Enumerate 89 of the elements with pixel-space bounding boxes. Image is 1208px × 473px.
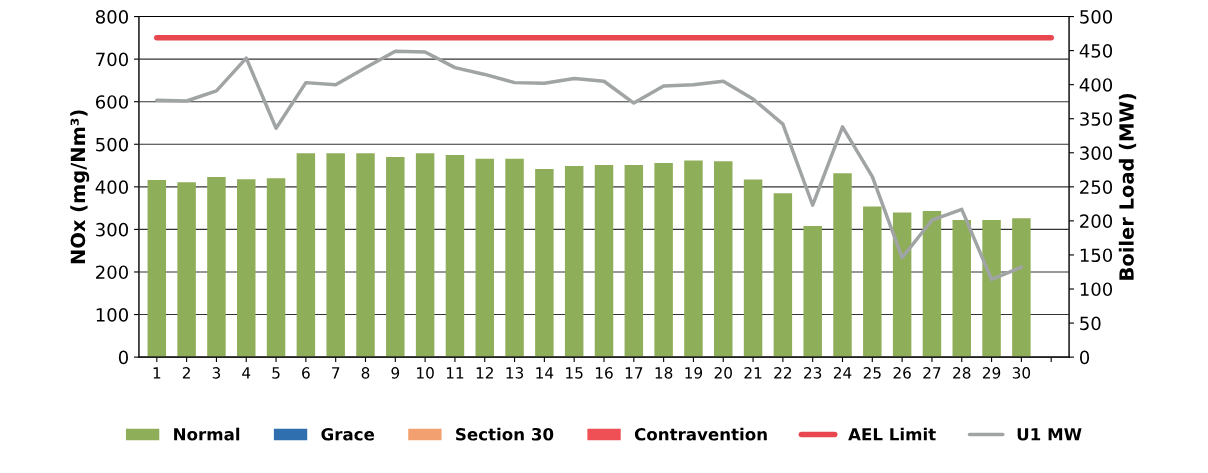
bar — [505, 158, 524, 358]
x-tick-label: 20 — [714, 367, 732, 379]
bar — [773, 193, 793, 358]
x-tick-label: 17 — [625, 367, 643, 379]
bar — [535, 168, 554, 358]
x-tick-label: 22 — [774, 367, 792, 379]
x-tick-label: 13 — [506, 367, 524, 379]
x-tick-label: 7 — [332, 367, 340, 379]
bar — [386, 157, 405, 358]
y-axis-title: NOx (mg/Nm³) — [70, 110, 90, 264]
legend-label: Contravention — [634, 427, 767, 441]
bar — [356, 153, 375, 358]
x-tick-label: 8 — [361, 367, 370, 379]
bar — [833, 173, 852, 358]
legend-label: AEL Limit — [848, 427, 936, 441]
x-tick-label: 28 — [953, 367, 971, 379]
x-tick-label: 29 — [982, 367, 1001, 379]
x-tick-label: 14 — [536, 367, 554, 379]
y-tick-label: 700 — [96, 52, 128, 67]
x-tick-label: 24 — [833, 367, 852, 379]
bar — [1012, 218, 1031, 358]
y2-tick-label: 0 — [1079, 350, 1090, 365]
bar — [863, 206, 882, 358]
y-tick-label: 400 — [95, 180, 128, 194]
x-tick-label: 10 — [417, 367, 434, 379]
legend-label: Grace — [321, 427, 375, 441]
bar — [237, 179, 256, 358]
y-tick-label: 600 — [96, 95, 128, 109]
x-tick-label: 5 — [272, 367, 280, 379]
bar — [594, 165, 614, 358]
x-tick-label: 11 — [446, 367, 464, 379]
bar — [147, 180, 167, 358]
y-tick-label: 0 — [118, 350, 128, 365]
x-tick-label: 9 — [391, 367, 400, 379]
y2-tick-label: 450 — [1079, 44, 1113, 58]
x-tick-label: 4 — [242, 367, 251, 379]
bar — [564, 165, 584, 358]
y2-tick-label: 100 — [1080, 282, 1113, 297]
y-tick-label: 200 — [96, 265, 128, 280]
y2-axis-title: Boiler Load (MW) — [1118, 93, 1137, 280]
x-tick-label: 12 — [476, 367, 493, 379]
bar — [892, 212, 912, 358]
y-tick-label: 800 — [95, 10, 128, 24]
x-tick-label: 27 — [923, 367, 941, 379]
x-tick-label: 16 — [595, 367, 613, 379]
y2-tick-label: 300 — [1080, 146, 1113, 160]
bar — [326, 153, 345, 358]
x-tick-label: 1 — [153, 367, 161, 379]
bar — [922, 211, 942, 358]
bar — [743, 179, 763, 358]
x-tick-label: 25 — [863, 367, 881, 379]
bar — [177, 182, 196, 358]
bar — [982, 220, 1001, 358]
y2-tick-label: 400 — [1079, 78, 1113, 92]
bar — [475, 158, 494, 358]
bar — [207, 177, 226, 358]
bar — [445, 154, 465, 358]
legend-label: U1 MW — [1017, 428, 1082, 441]
x-tick-label: 30 — [1012, 367, 1031, 379]
bar — [266, 178, 286, 358]
x-tick-label: 2 — [182, 367, 190, 379]
y2-tick-label: 250 — [1080, 180, 1113, 194]
bar — [296, 153, 316, 358]
y2-tick-label: 350 — [1080, 112, 1113, 126]
y2-tick-label: 50 — [1080, 316, 1101, 331]
bar — [684, 160, 703, 358]
line-series — [155, 49, 1024, 282]
x-tick-label: 19 — [685, 367, 703, 379]
x-tick-label: 18 — [655, 367, 673, 379]
bar — [654, 163, 673, 358]
bar — [803, 226, 822, 358]
legend-label: Normal — [174, 427, 240, 441]
y2-tick-label: 150 — [1080, 248, 1113, 263]
bar — [415, 153, 435, 358]
y2-tick-label: 500 — [1080, 10, 1113, 24]
x-tick-label: 21 — [744, 367, 762, 379]
y-tick-label: 500 — [96, 137, 128, 152]
y-tick-label: 300 — [96, 222, 128, 237]
legend-label: Section 30 — [456, 427, 554, 441]
bar — [952, 220, 971, 358]
bar — [624, 165, 644, 358]
x-tick-label: 23 — [804, 367, 822, 379]
y-tick-label: 100 — [96, 308, 128, 322]
bar — [714, 161, 733, 358]
x-tick-label: 26 — [893, 367, 911, 379]
y2-tick-label: 200 — [1080, 214, 1113, 229]
x-tick-label: 6 — [302, 367, 310, 379]
x-tick-label: 3 — [212, 367, 221, 379]
x-tick-label: 15 — [566, 367, 583, 379]
